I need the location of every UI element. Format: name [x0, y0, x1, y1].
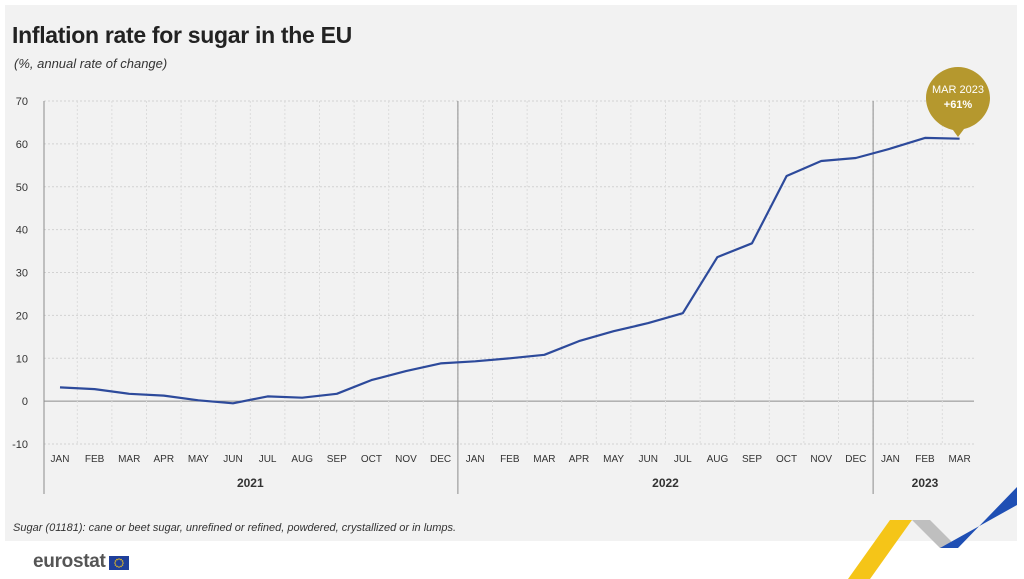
x-tick-label: FEB	[915, 454, 935, 465]
y-axis-ticks: -10 0 10 20 30 40 50 60 70	[12, 96, 28, 451]
callout-bubble	[926, 67, 990, 137]
callout-badge: MAR 2023 +61%	[926, 67, 990, 137]
y-tick-label: 20	[16, 310, 28, 322]
series-line	[59, 136, 960, 405]
x-tick-label: MAR	[118, 454, 140, 465]
x-tick-label: NOV	[395, 454, 417, 465]
y-tick-label: 10	[16, 353, 28, 365]
x-tick-label: JUL	[674, 454, 692, 465]
y-tick-label: -10	[12, 439, 28, 451]
gridlines	[43, 100, 974, 494]
x-tick-label: MAR	[533, 454, 555, 465]
x-tick-label: JUN	[638, 454, 657, 465]
ribbon-grey	[912, 520, 958, 548]
footnote: Sugar (01181): cane or beet sugar, unref…	[13, 522, 457, 534]
x-tick-label: JAN	[881, 454, 900, 465]
x-tick-label: APR	[569, 454, 590, 465]
year-separators	[457, 101, 874, 494]
x-tick-label: DEC	[430, 454, 451, 465]
ribbon-blue	[940, 487, 1017, 548]
x-axis-year-labels: 2021 2022 2023	[237, 476, 939, 490]
x-tick-label: JAN	[51, 454, 70, 465]
y-tick-label: 40	[16, 225, 28, 237]
y-tick-label: 30	[16, 268, 28, 280]
x-tick-label: DEC	[845, 454, 866, 465]
x-tick-label: NOV	[810, 454, 832, 465]
x-tick-label: JUN	[223, 454, 242, 465]
x-tick-label: AUG	[291, 454, 313, 465]
x-tick-label: OCT	[361, 454, 382, 465]
x-axis-month-labels: JAN FEB MAR APR MAY JUN JUL AUG SEP OCT NOV DEC JAN F…	[51, 454, 971, 465]
eu-ribbon-decoration	[848, 487, 1017, 579]
year-label: 2023	[912, 476, 939, 490]
x-tick-label: OCT	[776, 454, 797, 465]
chart-title: Inflation rate for sugar in the EU	[12, 22, 352, 48]
x-tick-label: SEP	[327, 454, 347, 465]
y-tick-label: 60	[16, 139, 28, 151]
y-tick-label: 70	[16, 96, 28, 108]
chart-subtitle: (%, annual rate of change)	[14, 56, 168, 71]
ribbon-yellow	[848, 520, 912, 579]
x-tick-label: MAY	[188, 454, 209, 465]
x-tick-label: MAR	[948, 454, 970, 465]
x-tick-label: SEP	[742, 454, 762, 465]
callout-date: MAR 2023	[932, 84, 984, 96]
x-tick-label: MAY	[603, 454, 624, 465]
callout-value: +61%	[944, 99, 973, 111]
eu-flag-icon	[108, 556, 129, 570]
eurostat-logo: eurostat	[33, 551, 129, 572]
y-tick-label: 0	[22, 396, 28, 408]
x-tick-label: FEB	[500, 454, 520, 465]
y-tick-label: 50	[16, 182, 28, 194]
x-tick-label: FEB	[85, 454, 105, 465]
x-tick-label: JAN	[466, 454, 485, 465]
x-tick-label: JUL	[259, 454, 277, 465]
year-label: 2022	[652, 476, 679, 490]
x-tick-label: APR	[154, 454, 175, 465]
year-label: 2021	[237, 476, 264, 490]
logo-text: eurostat	[33, 551, 106, 572]
x-tick-label: AUG	[707, 454, 729, 465]
